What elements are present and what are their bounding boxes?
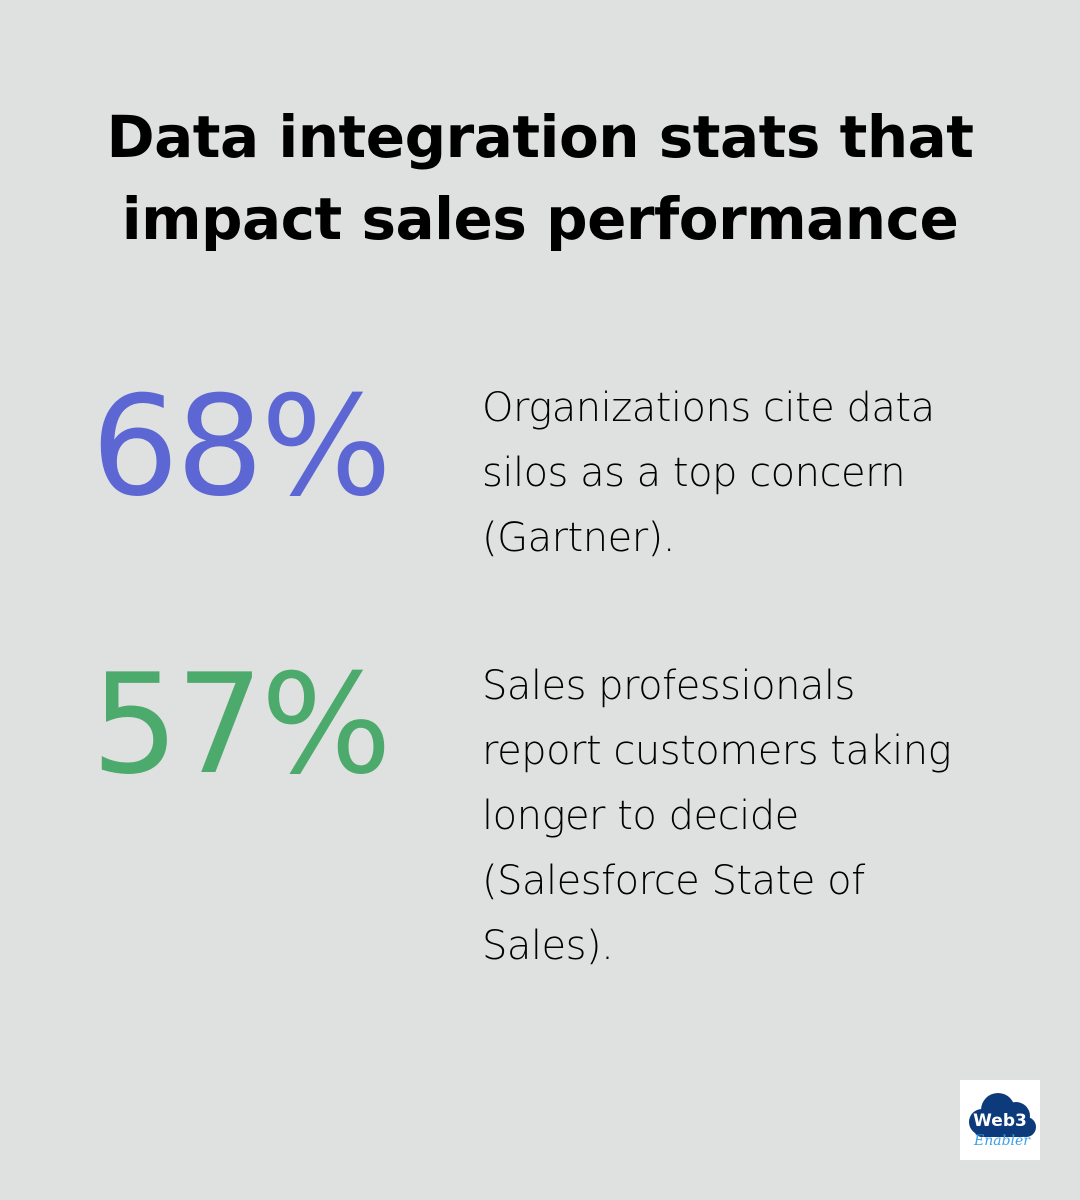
cloud-shape <box>969 1093 1036 1137</box>
title-line: impact sales performance <box>121 185 959 253</box>
page-title: Data integration stats that impact sales… <box>40 96 1040 260</box>
stat-description-line: silos as a top concern <box>482 450 906 496</box>
stat-description-line: Sales). <box>482 923 614 969</box>
stat-description-line: Organizations cite data <box>482 385 935 431</box>
title-line: Data integration stats that <box>106 103 974 171</box>
stat-value-68: 68% <box>91 366 392 527</box>
stat-value-57: 57% <box>91 644 392 805</box>
logo-text-bottom: Enabler <box>973 1133 1031 1149</box>
stat-description-line: (Gartner). <box>482 515 675 561</box>
brand-logo: Web3 Enabler <box>960 1080 1040 1160</box>
logo-text-top: Web3 <box>973 1111 1027 1131</box>
stat-description-line: Sales professionals <box>482 663 855 709</box>
stat-description-line: longer to decide <box>482 793 799 839</box>
stat-description: Organizations cite data silos as a top c… <box>482 376 1042 571</box>
cloud-logo-icon: Web3 Enabler <box>969 1093 1036 1149</box>
stat-description: Sales professionals report customers tak… <box>482 654 1042 979</box>
stat-description-line: (Salesforce State of <box>482 858 865 904</box>
stat-description-line: report customers taking <box>482 728 952 774</box>
